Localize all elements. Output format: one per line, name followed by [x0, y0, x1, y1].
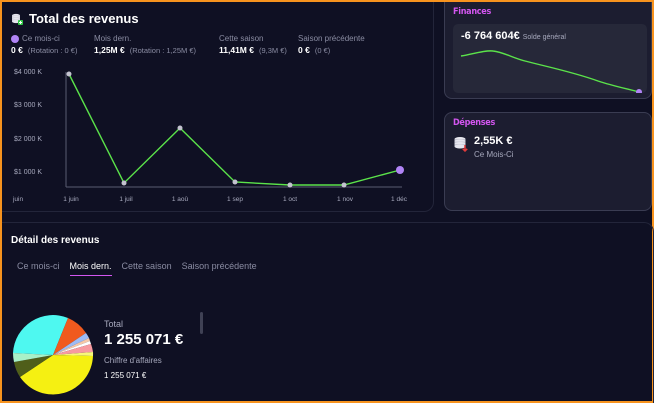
data-point[interactable]	[177, 125, 183, 131]
pie-slice[interactable]	[20, 355, 93, 395]
pie-slice[interactable]	[53, 333, 89, 355]
tab-this-month[interactable]: Ce mois-ci	[17, 261, 60, 271]
category-value: 1 255 071 €	[104, 371, 147, 380]
revenue-line	[68, 73, 401, 186]
revenue-title-text: Total des revenus	[29, 11, 139, 26]
stat-last-month: Mois dern. 1,25M € (Rotation : 1,25M €)	[94, 34, 196, 55]
expenses-card[interactable]: Dépenses 2,55K € Ce Mois-Ci	[444, 112, 652, 211]
x-tick: 1 déc	[391, 196, 408, 203]
revenue-detail-panel: Détail des revenus Ce mois-ci Mois dern.…	[2, 222, 654, 403]
x-tick: 1 aoû	[172, 196, 189, 203]
x-tick: 1 sep	[227, 196, 243, 203]
revenue-pie-chart	[12, 315, 94, 395]
y-tick: $3 000 K	[14, 102, 42, 109]
stat-label: Ce mois-ci	[22, 34, 60, 43]
tab-previous-season[interactable]: Saison précédente	[181, 261, 257, 271]
total-block: Total 1 255 071 € Chiffre d'affaires 1 2…	[104, 319, 183, 380]
x-tick: 1 juil	[119, 196, 133, 203]
stat-value: 0 €	[11, 45, 23, 55]
sparkline-end-point	[636, 89, 642, 93]
coin-stack-down-icon	[454, 137, 468, 152]
stat-sub: (Rotation : 1,25M €)	[129, 46, 196, 55]
category-label: Chiffre d'affaires	[104, 356, 162, 365]
total-value: 1 255 071 €	[104, 331, 184, 348]
expenses-title: Dépenses	[453, 118, 496, 128]
y-tick: $2 000 K	[14, 136, 42, 143]
balance-sparkline	[460, 50, 642, 93]
stat-sub: (Rotation : 0 €)	[27, 46, 78, 55]
stat-value: 1,25M €	[94, 45, 125, 55]
current-data-point[interactable]	[396, 166, 404, 174]
x-tick: juin	[12, 196, 24, 203]
detail-tabs: Ce mois-ci Mois dern. Cette saison Saiso…	[17, 261, 257, 276]
revenue-title: Total des revenus	[11, 11, 139, 26]
finances-title: Finances	[453, 7, 492, 17]
pie-slice[interactable]	[53, 341, 91, 355]
data-point[interactable]	[232, 179, 238, 185]
data-points	[66, 71, 347, 188]
total-label: Total	[104, 319, 124, 329]
stat-label: Mois dern.	[94, 34, 132, 43]
finances-balance-box: -6 764 604€ Solde général	[453, 24, 647, 93]
revenue-panel: Total des revenus Ce mois-ci 0 € (Rotatio…	[2, 2, 434, 212]
pie-slice[interactable]	[13, 315, 68, 355]
pie-slice[interactable]	[53, 318, 86, 355]
balance-label: Solde général	[522, 34, 566, 41]
pie-slice[interactable]	[14, 355, 53, 377]
y-tick: $1 000 K	[14, 169, 42, 176]
data-point[interactable]	[121, 180, 127, 186]
x-tick: 1 oct	[283, 196, 297, 203]
tab-last-month[interactable]: Mois dern.	[69, 261, 112, 276]
data-point[interactable]	[341, 182, 347, 188]
detail-title: Détail des revenus	[11, 235, 100, 246]
sparkline-path	[460, 50, 640, 93]
data-point[interactable]	[66, 71, 72, 77]
pie-slice[interactable]	[53, 338, 90, 355]
legend-dot[interactable]	[11, 34, 19, 43]
x-tick: 1 juin	[63, 196, 79, 203]
finances-card[interactable]: Finances -6 764 604€ Solde général	[444, 2, 652, 99]
stat-this-month: Ce mois-ci 0 € (Rotation : 0 €)	[11, 34, 77, 55]
x-tick: 1 nov	[337, 196, 354, 203]
stat-value: 0 €	[298, 45, 310, 55]
revenue-stats: Ce mois-ci 0 € (Rotation : 0 €) Mois dern…	[11, 34, 433, 58]
stat-this-season: Cette saison 11,41M € (9,3M €)	[219, 34, 287, 55]
expenses-period: Ce Mois-Ci	[474, 150, 514, 159]
stat-sub: (9,3M €)	[258, 46, 287, 55]
stat-previous-season: Saison précédente 0 € (0 €)	[298, 34, 365, 55]
stat-sub: (0 €)	[314, 46, 331, 55]
data-point[interactable]	[287, 182, 293, 188]
expenses-value: 2,55K €	[474, 135, 513, 147]
pie-slice[interactable]	[53, 344, 93, 355]
balance-amount: -6 764 604€	[461, 30, 520, 42]
y-tick: $4 000 K	[14, 69, 42, 76]
stat-value: 11,41M €	[219, 45, 254, 55]
coin-stack-plus-icon	[12, 13, 23, 25]
legend-scrollbar[interactable]	[200, 312, 203, 334]
tab-this-season[interactable]: Cette saison	[121, 261, 172, 271]
pie-slice[interactable]	[53, 352, 94, 356]
revenue-line-chart: $4 000 K $3 000 K $2 000 K $1 000 K juin…	[12, 69, 408, 203]
pie-slice[interactable]	[12, 353, 53, 362]
stat-label: Cette saison	[219, 34, 264, 43]
stat-label: Saison précédente	[298, 34, 365, 43]
